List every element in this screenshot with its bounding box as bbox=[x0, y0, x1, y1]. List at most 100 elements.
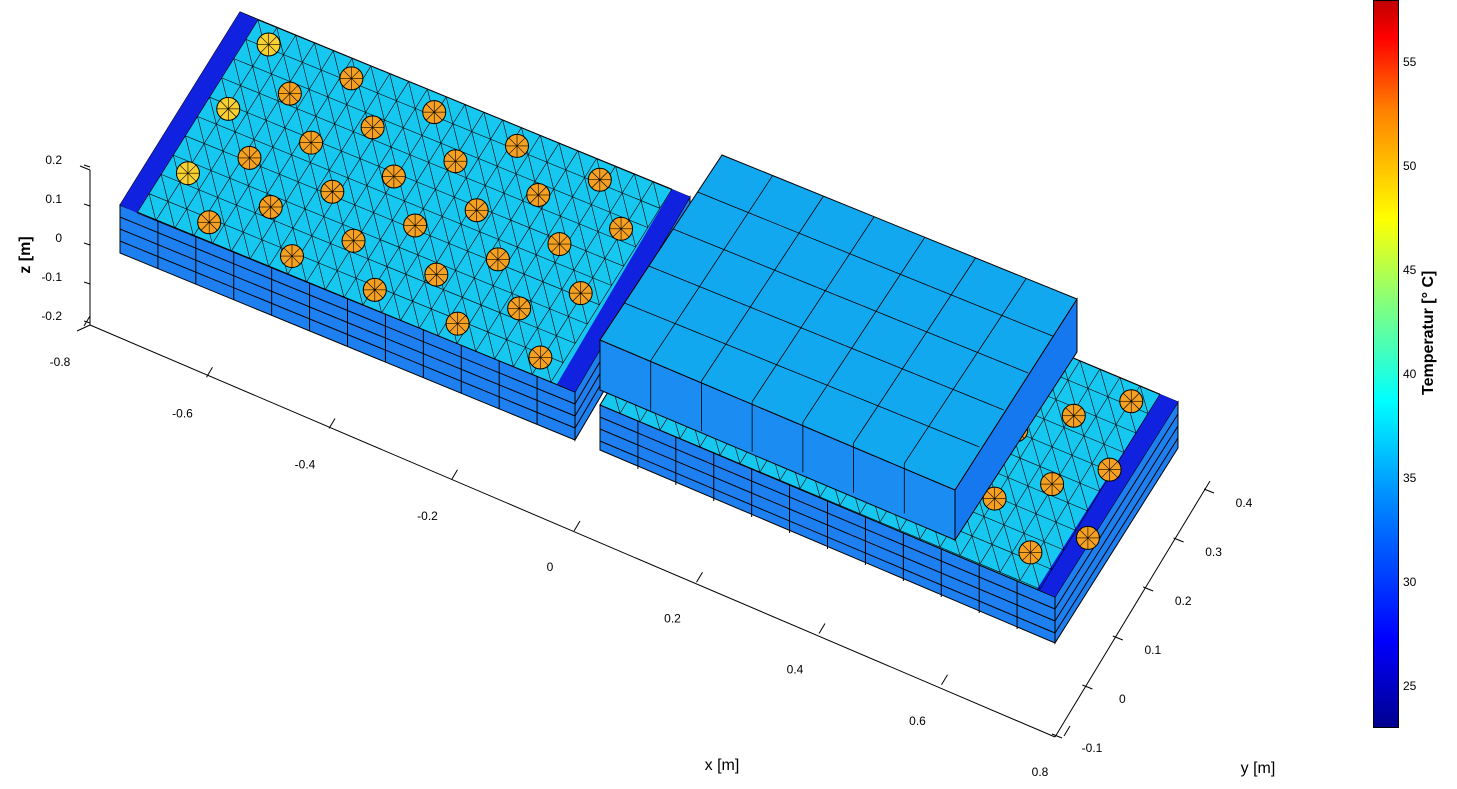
y-tick-label: 0.4 bbox=[1236, 496, 1253, 510]
colorbar-tick-label: 50 bbox=[1403, 159, 1417, 174]
mesh-edge bbox=[285, 201, 294, 229]
hot-spot-spoke bbox=[1051, 475, 1061, 485]
mesh-edge bbox=[480, 304, 489, 333]
hot-spot-spoke bbox=[457, 315, 466, 324]
hot-spot-spoke bbox=[1131, 401, 1140, 410]
hot-spot-spoke bbox=[447, 152, 456, 162]
hot-spot-spoke bbox=[540, 357, 549, 366]
mesh-edge bbox=[549, 308, 557, 336]
box-grid-line bbox=[701, 195, 824, 382]
mesh-edge bbox=[355, 278, 364, 306]
mesh-edge bbox=[265, 120, 274, 148]
mesh-edge bbox=[428, 162, 436, 190]
hot-spot-spoke bbox=[332, 183, 341, 192]
mesh-edge bbox=[435, 189, 443, 217]
box-grid-line bbox=[697, 191, 1053, 337]
mesh-edge bbox=[334, 123, 342, 152]
y-axis bbox=[1054, 480, 1211, 738]
mesh-edge bbox=[283, 54, 291, 82]
y-axis-ticks: -0.1 0 0.1 0.2 0.3 0.4 bbox=[1051, 488, 1253, 755]
y-tick-mark bbox=[1051, 733, 1063, 739]
mesh-edge bbox=[468, 324, 477, 352]
mesh-edge bbox=[248, 185, 256, 213]
mesh-edge bbox=[1043, 541, 1053, 570]
x-tick-label: -0.8 bbox=[50, 355, 71, 369]
hot-spot-spoke bbox=[457, 323, 466, 333]
y-tick-label: -0.1 bbox=[1082, 741, 1103, 755]
hot-spot-spoke bbox=[1131, 392, 1140, 402]
mesh-edge bbox=[160, 174, 169, 202]
hot-spot-spoke bbox=[241, 149, 250, 159]
hot-spot-spoke bbox=[262, 206, 271, 216]
hot-spot-spoke bbox=[428, 274, 437, 283]
mesh-edge bbox=[510, 220, 518, 248]
mesh-edge bbox=[479, 231, 487, 259]
mesh-edge bbox=[1087, 388, 1097, 417]
hot-spot-spoke bbox=[200, 213, 210, 223]
left-slab-edge-strip-right bbox=[557, 189, 690, 392]
mesh-edge bbox=[167, 201, 175, 229]
hot-spot-spoke bbox=[374, 289, 384, 299]
hot-spot-spoke bbox=[345, 232, 354, 242]
mesh-edge bbox=[377, 93, 385, 121]
mesh-edge bbox=[1067, 379, 1077, 408]
left-slab-hot-spots bbox=[175, 32, 634, 370]
hot-spot-spoke bbox=[532, 349, 541, 358]
mesh-edge bbox=[279, 174, 287, 202]
hot-spot-spoke bbox=[414, 225, 424, 234]
mesh-edge bbox=[370, 66, 378, 94]
mesh-edge bbox=[525, 347, 533, 375]
mesh-edge bbox=[222, 151, 231, 179]
hot-spot-spoke bbox=[529, 186, 539, 196]
mesh-edge bbox=[276, 27, 284, 55]
mesh-edge bbox=[453, 196, 462, 225]
mesh-edge bbox=[621, 192, 630, 220]
hot-spot-spoke bbox=[351, 78, 360, 87]
mesh-edge bbox=[529, 227, 537, 255]
hot-spot-spoke bbox=[289, 93, 299, 102]
y-tick-label: 0 bbox=[1119, 692, 1126, 706]
mesh-edge bbox=[1055, 522, 1065, 551]
hot-spot-spoke bbox=[489, 259, 499, 268]
mesh-edge bbox=[429, 235, 438, 263]
z-tick-label: 0.2 bbox=[45, 153, 62, 167]
mesh-edge bbox=[1031, 561, 1041, 590]
hot-spot-spoke bbox=[291, 255, 301, 265]
hot-spot-spoke bbox=[187, 172, 197, 182]
z-tick-mark bbox=[83, 320, 91, 324]
hot-spot-spoke bbox=[414, 217, 424, 226]
mesh-edge bbox=[460, 223, 468, 252]
hot-spot-spoke bbox=[1043, 475, 1053, 485]
mesh-edge bbox=[273, 220, 282, 248]
mesh-edge bbox=[252, 66, 260, 94]
hot-spot-spoke bbox=[270, 198, 280, 208]
colorbar-tick-label: 35 bbox=[1403, 471, 1417, 486]
mesh-edge bbox=[592, 277, 600, 305]
mesh-edge bbox=[341, 150, 349, 179]
hot-spot-spoke bbox=[179, 164, 189, 174]
hot-spot-spoke bbox=[241, 157, 250, 167]
y-tick-label: 0.1 bbox=[1144, 643, 1161, 657]
mesh-edge bbox=[1091, 463, 1101, 492]
mesh-edge bbox=[447, 170, 455, 198]
mesh-edge bbox=[271, 73, 279, 102]
hot-spot-spoke bbox=[516, 145, 526, 155]
hot-spot-spoke bbox=[529, 194, 539, 204]
mesh-edge bbox=[448, 243, 456, 271]
mesh-edge bbox=[553, 189, 561, 217]
mesh-edge bbox=[577, 150, 585, 178]
mesh-edge bbox=[597, 231, 606, 259]
hot-spot-spoke bbox=[310, 134, 320, 143]
mesh-edge bbox=[424, 281, 432, 309]
hot-spot-spoke bbox=[364, 127, 373, 136]
mesh-edge bbox=[542, 281, 550, 309]
hot-spot-spoke bbox=[323, 191, 333, 201]
hot-spot-spoke bbox=[289, 85, 299, 94]
z-tick-label: -0.1 bbox=[41, 270, 62, 284]
mesh-edge bbox=[373, 212, 381, 240]
mesh-edge bbox=[392, 220, 400, 248]
hot-spot-spoke bbox=[219, 100, 229, 110]
hot-spot-spoke bbox=[260, 36, 269, 45]
colorbar-tick-label: 45 bbox=[1403, 263, 1417, 278]
x-axis-label: x [m] bbox=[705, 757, 740, 774]
